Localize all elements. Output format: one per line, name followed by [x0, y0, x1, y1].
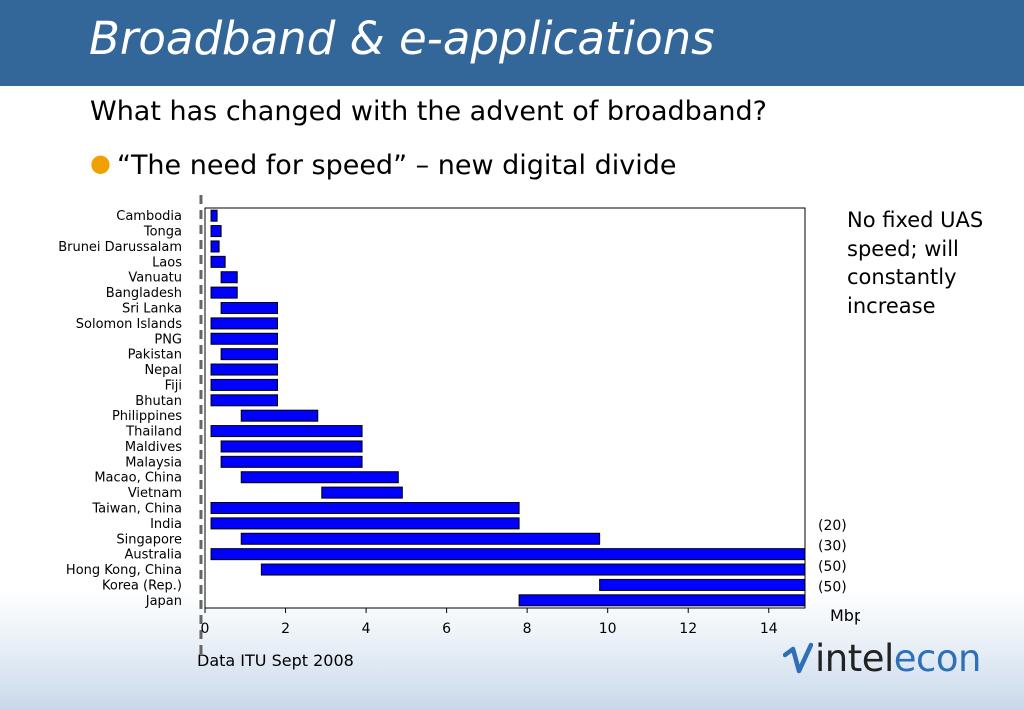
category-label: Hong Kong, China: [66, 563, 182, 578]
logo-mark-icon: [783, 642, 813, 674]
category-label: Solomon Islands: [76, 317, 182, 332]
bar: [240, 409, 319, 422]
x-axis-label: Mbps: [830, 606, 860, 625]
category-label: Pakistan: [128, 348, 182, 363]
category-label: Singapore: [116, 532, 182, 547]
company-logo: intelecon: [783, 637, 981, 680]
header-bar: [0, 0, 1024, 86]
category-label: Fiji: [165, 378, 182, 393]
bar: [210, 225, 222, 238]
bar: [210, 363, 278, 376]
category-label: PNG: [154, 332, 182, 347]
bar: [210, 425, 363, 438]
bar: [210, 517, 520, 530]
bar: [210, 317, 278, 330]
bar: [210, 394, 278, 407]
category-label: Australia: [124, 548, 182, 563]
category-label: Taiwan, China: [91, 502, 182, 517]
slide-title: Broadband & e-applications: [89, 12, 715, 65]
bar: [321, 486, 403, 499]
category-label: Bhutan: [135, 394, 182, 409]
side-note: No fixed UAS speed; will constantly incr…: [847, 208, 984, 318]
slide-subtitle: What has changed with the advent of broa…: [90, 96, 767, 127]
bar: [599, 578, 806, 591]
category-label: India: [150, 517, 182, 532]
category-label: Bangladesh: [106, 286, 182, 301]
overflow-value-label: (20): [818, 518, 847, 534]
x-tick-label: 10: [599, 621, 617, 637]
logo-text-intel: intel: [815, 637, 894, 680]
bar: [220, 302, 278, 314]
category-label: Korea (Rep.): [102, 578, 182, 593]
x-tick-label: 14: [760, 621, 778, 637]
x-tick-label: 12: [679, 621, 697, 637]
bar: [260, 563, 806, 576]
category-label: Sri Lanka: [122, 302, 182, 317]
category-label: Cambodia: [116, 209, 182, 224]
bar: [210, 502, 520, 514]
bar: [240, 471, 399, 484]
x-tick-label: 6: [442, 621, 451, 637]
logo-text-econ: econ: [893, 637, 982, 680]
bar: [518, 594, 806, 607]
bullet-dot-icon: ●: [90, 149, 111, 177]
x-tick-label: 0: [201, 621, 210, 637]
category-label: Nepal: [144, 363, 182, 378]
x-tick-label: 8: [523, 621, 532, 637]
bar: [210, 332, 278, 345]
bar: [210, 255, 226, 268]
bar: [220, 440, 363, 453]
category-label: Macao, China: [94, 471, 182, 486]
bar: [210, 286, 238, 299]
bar: [220, 455, 363, 468]
bar: [240, 532, 601, 545]
bullet-text: “The need for speed” – new digital divid…: [116, 150, 677, 181]
bar: [210, 240, 220, 253]
category-label: Maldives: [125, 440, 182, 455]
category-label: Japan: [145, 594, 182, 609]
bar: [210, 378, 278, 391]
x-tick-label: 2: [281, 621, 290, 637]
source-note: Data ITU Sept 2008: [197, 651, 354, 670]
category-label: Thailand: [125, 425, 182, 440]
bar: [210, 209, 218, 222]
category-label: Brunei Darussalam: [58, 240, 182, 255]
x-tick-label: 4: [362, 621, 371, 637]
category-label: Tonga: [143, 225, 182, 240]
category-label: Philippines: [112, 409, 182, 424]
overflow-value-label: (50): [818, 559, 847, 575]
category-label: Vietnam: [128, 486, 182, 501]
overflow-value-label: (50): [818, 580, 847, 596]
category-label: Laos: [152, 255, 182, 270]
bar: [210, 548, 806, 561]
category-label: Vanuatu: [128, 271, 182, 286]
category-label: Malaysia: [125, 455, 182, 470]
bar: [220, 348, 278, 361]
plot-frame: [204, 207, 806, 609]
bar: [220, 271, 238, 284]
bullet-item: ● “The need for speed” – new digital divi…: [90, 149, 677, 181]
overflow-value-label: (30): [818, 539, 847, 555]
